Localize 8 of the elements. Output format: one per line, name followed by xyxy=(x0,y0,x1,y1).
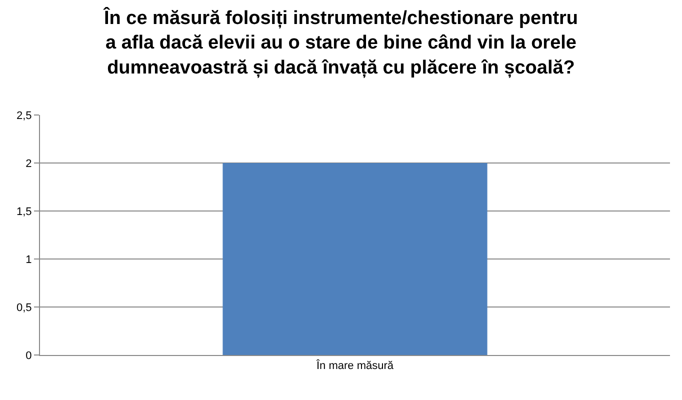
y-tick-label: 2,5 xyxy=(16,110,32,122)
y-tick-label: 1 xyxy=(26,254,32,266)
y-tick-label: 0,5 xyxy=(16,302,32,314)
chart-title: În ce măsură folosiți instrumente/chestionare pentru a afla dacă elevii au o stare de bine când vin la orele dumneavoastră și dacă învață cu plăcere în școală? xyxy=(102,6,578,78)
y-tick-label: 1,5 xyxy=(16,206,32,218)
y-tick-label: 2 xyxy=(26,158,32,170)
y-tick-label: 0 xyxy=(26,350,32,362)
x-tick-label: În mare măsură xyxy=(315,359,394,372)
